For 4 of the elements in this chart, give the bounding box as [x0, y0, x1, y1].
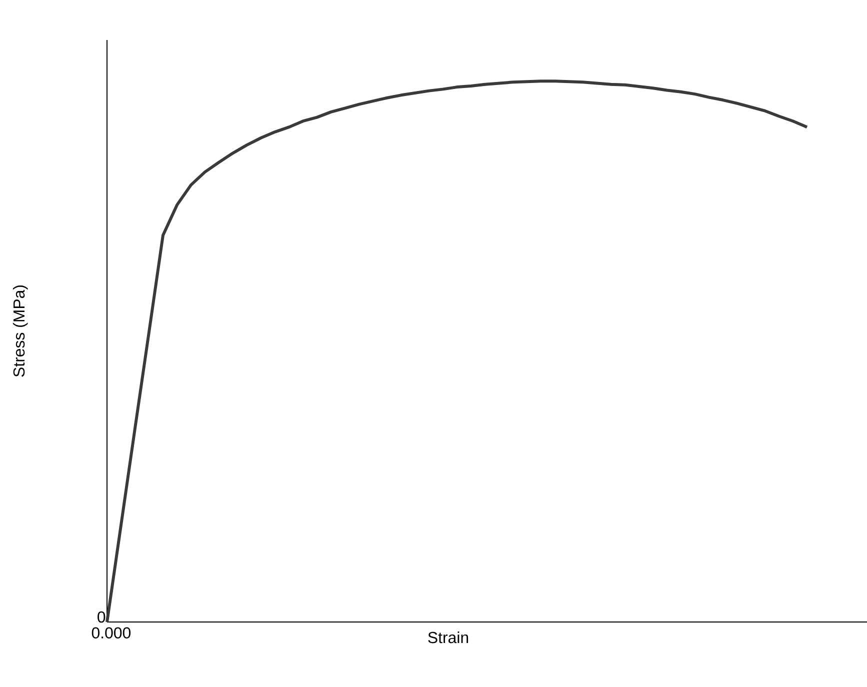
x-axis-title: Strain: [428, 632, 468, 644]
y-axis-title: Stress (MPa): [12, 286, 28, 377]
text: 0.000: [92, 627, 131, 638]
annotation: 0: [98, 611, 106, 623]
